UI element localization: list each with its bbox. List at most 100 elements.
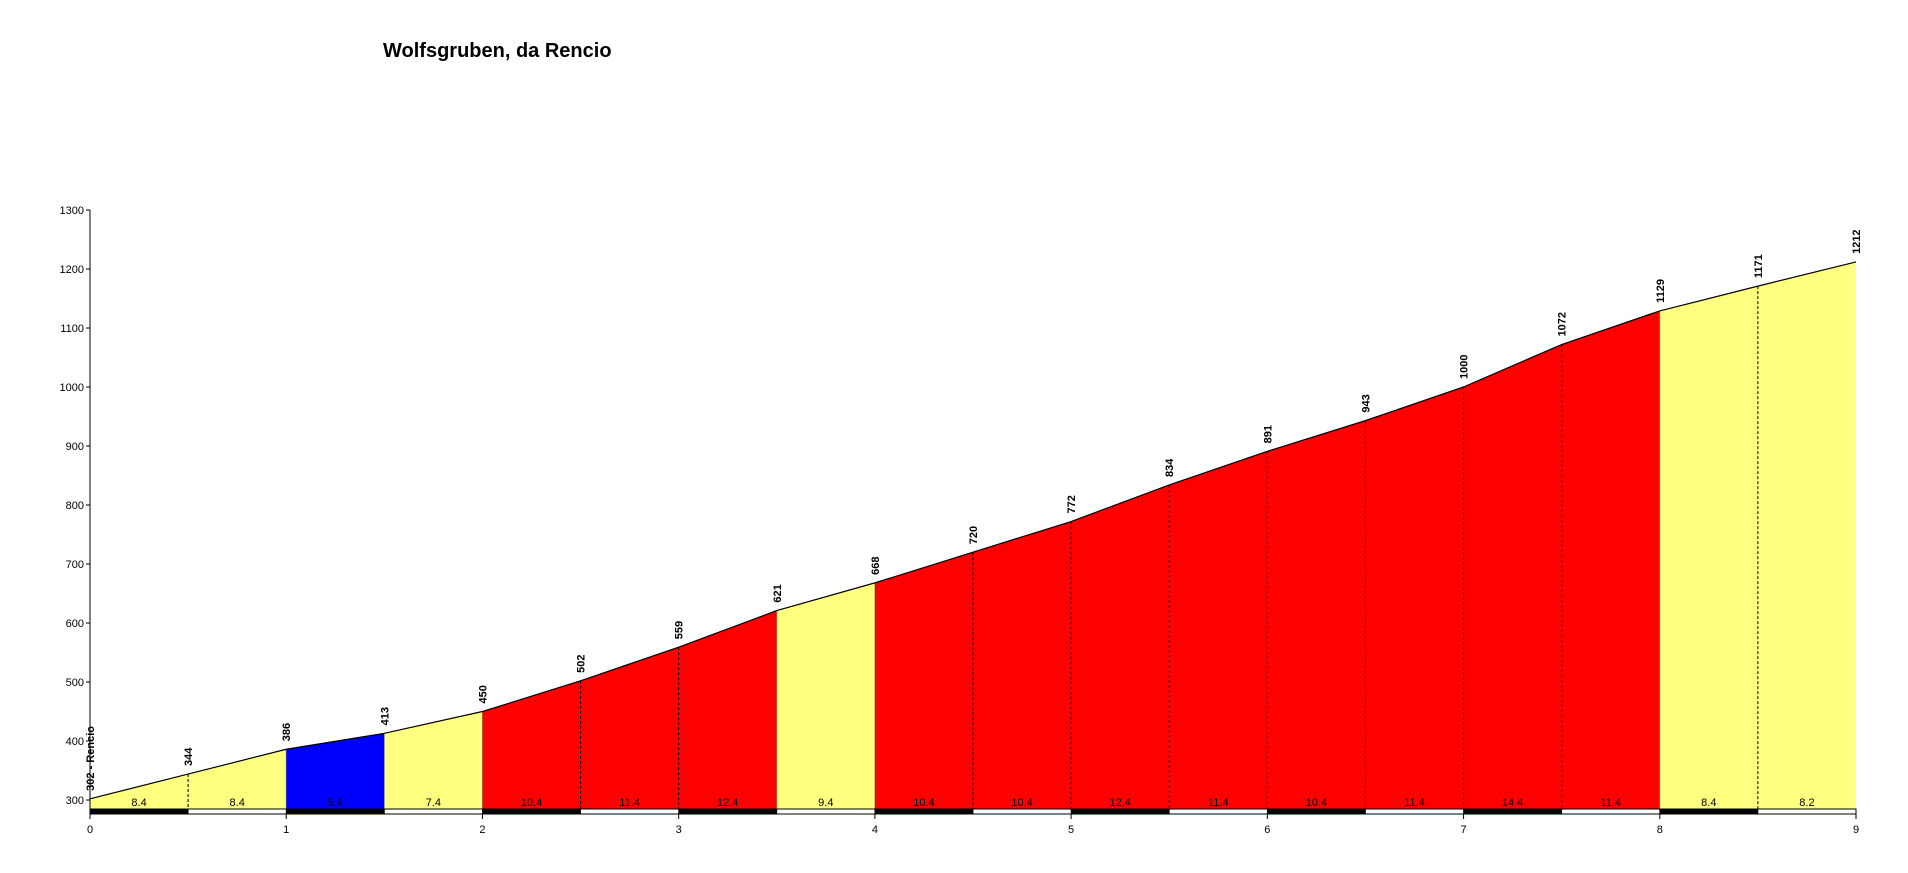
x-tick-label: 7 <box>1460 824 1466 836</box>
km-band-light <box>1168 808 1268 815</box>
gradient-label: 8.4 <box>131 797 146 809</box>
chart-title: Wolfsgruben, da Rencio <box>383 40 612 62</box>
elevation-label: 344 <box>183 747 195 766</box>
km-band-light <box>776 808 876 815</box>
km-band <box>89 808 1857 815</box>
y-tick-label: 600 <box>66 618 84 630</box>
gradient-label: 11.4 <box>1208 797 1229 809</box>
gradient-label: 11.4 <box>1404 797 1425 809</box>
gradient-segment-area <box>1463 344 1562 809</box>
km-band-dark <box>1267 809 1366 814</box>
elevation-label: 302 - Rencio <box>85 726 97 791</box>
y-tick-label: 900 <box>66 441 84 453</box>
elevation-label: 450 <box>477 685 489 703</box>
x-tick-label: 9 <box>1853 824 1859 836</box>
y-tick-label: 300 <box>66 795 84 807</box>
gradient-segment-area <box>188 749 287 809</box>
gradient-label: 12.4 <box>717 797 738 809</box>
gradient-label: 8.4 <box>230 797 245 809</box>
gradient-label: 9.4 <box>818 797 833 809</box>
elevation-label: 772 <box>1066 495 1078 513</box>
gradient-label: 7.4 <box>426 797 441 809</box>
km-band-dark <box>90 809 189 814</box>
y-tick-label: 400 <box>66 736 84 748</box>
gradient-fill-areas <box>90 261 1856 809</box>
elevation-label: 1171 <box>1753 254 1765 278</box>
gradient-label: 5.4 <box>328 797 343 809</box>
gradient-segment-area <box>90 774 189 809</box>
profile-line-group <box>89 261 1857 800</box>
y-tick-label: 800 <box>66 500 84 512</box>
gradient-label: 11.4 <box>619 797 640 809</box>
x-tick-label: 3 <box>676 824 682 836</box>
gradient-segment-area <box>776 582 875 809</box>
elevation-label: 413 <box>379 707 391 725</box>
km-band-dark <box>874 809 973 814</box>
gradient-segment-area <box>1267 420 1366 809</box>
gradient-label: 10.4 <box>1306 797 1327 809</box>
elevation-label: 621 <box>772 584 784 602</box>
elevation-label: 668 <box>870 557 882 575</box>
elevation-label: 1212 <box>1851 229 1863 253</box>
elevation-label: 891 <box>1262 425 1274 443</box>
x-tick-label: 0 <box>87 824 93 836</box>
gradient-label: 14.4 <box>1502 797 1523 809</box>
gradient-label: 10.4 <box>521 797 542 809</box>
gradient-segment-area <box>1365 387 1464 809</box>
gradient-segment-area <box>678 610 777 809</box>
gradient-label: 8.2 <box>1799 797 1814 809</box>
km-band-dark <box>1659 809 1758 814</box>
km-band-dark <box>482 809 581 814</box>
x-tick-label: 6 <box>1264 824 1270 836</box>
gradient-label: 11.4 <box>1600 797 1621 809</box>
x-tick-label: 1 <box>283 824 289 836</box>
km-band-dark <box>678 809 777 814</box>
elevation-label: 502 <box>576 654 588 672</box>
elevation-label: 1072 <box>1557 312 1569 336</box>
gradient-segment-area <box>1757 261 1856 809</box>
gradient-label: 8.4 <box>1701 797 1716 809</box>
km-band-light <box>1757 808 1857 815</box>
x-tick-label: 4 <box>872 824 878 836</box>
gradient-label: 10.4 <box>1011 797 1032 809</box>
elevation-labels: 302 - Rencio 344 386 413 450 502 559 621 668 720 7… <box>85 229 1863 790</box>
y-tick-label: 1000 <box>60 382 84 394</box>
km-band-dark <box>1071 809 1170 814</box>
x-tick-label: 2 <box>479 824 485 836</box>
x-tick-label: 5 <box>1068 824 1074 836</box>
km-band-dark <box>286 809 385 814</box>
elevation-label: 834 <box>1164 458 1176 477</box>
gradient-segment-area <box>874 552 973 809</box>
km-band-light <box>187 808 287 815</box>
gradient-labels: 8.4 8.4 5.4 7.4 10.4 11.4 12.4 9.4 10.4 10.4 12.4 1… <box>131 797 1814 809</box>
y-tick-label: 1100 <box>60 323 84 335</box>
km-band-light <box>1365 808 1464 815</box>
elevation-label: 1000 <box>1459 355 1471 379</box>
gradient-segment-area <box>973 521 1072 809</box>
x-tick-label: 8 <box>1657 824 1663 836</box>
elevation-label: 386 <box>281 723 293 741</box>
elevation-label: 720 <box>968 526 980 544</box>
elevation-label: 1129 <box>1655 279 1667 303</box>
km-band-light <box>1561 808 1661 815</box>
elevation-label: 943 <box>1360 394 1372 412</box>
gradient-segment-area <box>286 733 385 809</box>
elevation-label: 559 <box>674 621 686 639</box>
profile-line <box>89 261 1857 800</box>
km-band-light <box>972 808 1072 815</box>
gradient-segment-area <box>1071 484 1170 809</box>
segment-dividers <box>187 286 1759 809</box>
gradient-segment-area <box>580 647 679 809</box>
y-tick-label: 1300 <box>60 205 84 217</box>
y-tick-label: 1200 <box>60 264 84 276</box>
gradient-segment-area <box>1169 451 1268 809</box>
km-band-dark <box>1463 809 1562 814</box>
y-tick-label: 500 <box>66 677 84 689</box>
gradient-segment-area <box>482 680 581 809</box>
km-band-light <box>383 808 483 815</box>
gradient-segment-area <box>1659 286 1758 809</box>
gradient-segment-area <box>1561 310 1660 809</box>
km-band-light <box>580 808 680 815</box>
